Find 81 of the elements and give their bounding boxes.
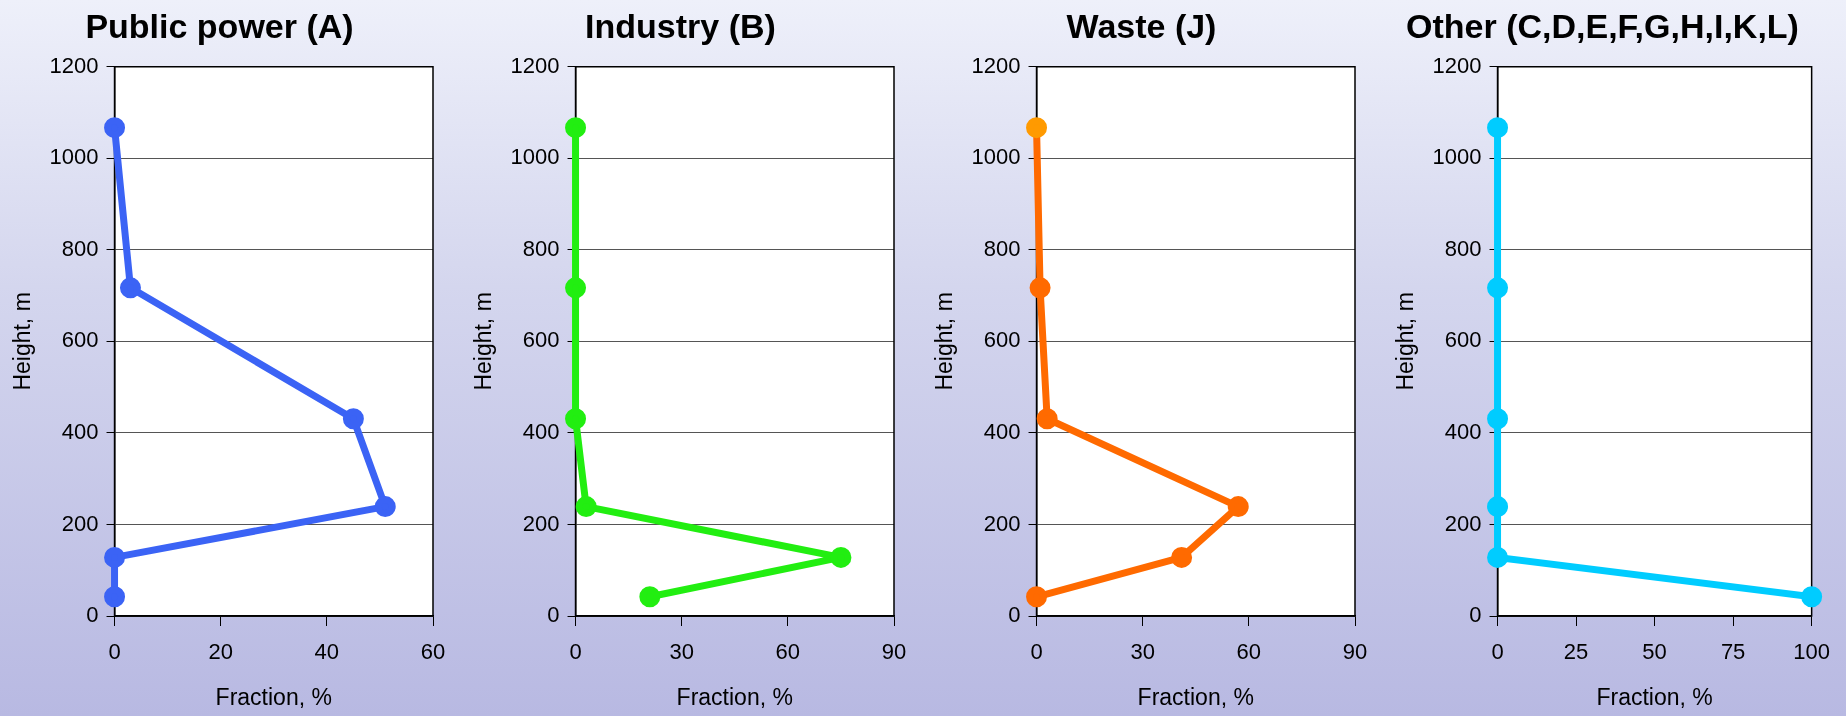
y-tick-label: 0 [1008, 602, 1021, 628]
chart-title: Waste (J) [1066, 6, 1217, 45]
point [565, 277, 587, 299]
x-tick-label: 90 [1342, 639, 1368, 665]
y-tick-label: 800 [61, 235, 99, 261]
y-tick-label: 200 [522, 510, 560, 536]
y-tick-label: 400 [1444, 419, 1482, 444]
y-tick-label: 800 [983, 235, 1021, 261]
x-tick-label: 25 [1563, 639, 1589, 665]
point [104, 546, 126, 568]
y-tick-label: 1200 [1432, 52, 1482, 78]
y-tick-label: 1000 [1432, 144, 1482, 170]
point [1029, 277, 1051, 299]
y-tick-label: 1000 [971, 144, 1021, 170]
y-tick-label: 0 [547, 602, 560, 628]
x-axis-title: Fraction, % [676, 683, 793, 710]
y-tick-label: 600 [522, 327, 560, 353]
y-tick-label: 400 [522, 419, 560, 444]
point [1487, 277, 1509, 299]
x-tick-label: 60 [420, 639, 446, 665]
point [575, 496, 597, 518]
y-tick-label: 200 [61, 510, 99, 536]
x-tick-label: 30 [669, 639, 694, 665]
y-tick-label: 200 [1444, 510, 1482, 536]
point [1171, 546, 1193, 568]
y-tick-label: 1200 [510, 52, 560, 78]
point [830, 546, 852, 568]
chart-title: Other (C,D,E,F,G,H,I,K,L) [1406, 6, 1799, 45]
point [565, 408, 587, 430]
point [639, 586, 661, 608]
y-tick-label: 0 [1469, 602, 1482, 628]
y-tick-label: 1200 [49, 52, 99, 78]
point [1801, 586, 1823, 608]
y-tick-label: 400 [61, 419, 99, 444]
x-tick-label: 90 [881, 639, 907, 665]
x-tick-label: 0 [1030, 639, 1043, 665]
point [1487, 117, 1509, 139]
chart-title: Industry (B) [585, 6, 776, 45]
y-axis-title: Height, m [931, 292, 958, 391]
point [1487, 546, 1509, 568]
y-tick-label: 0 [86, 602, 99, 628]
chart-title: Public power (A) [85, 6, 354, 45]
point [342, 408, 364, 430]
x-tick-label: 100 [1793, 639, 1831, 665]
y-tick-label: 600 [983, 327, 1021, 353]
point [1227, 496, 1249, 518]
point [1026, 586, 1048, 608]
x-axis-title: Fraction, % [1137, 683, 1254, 710]
y-tick-label: 600 [61, 327, 99, 353]
x-tick-label: 60 [775, 639, 801, 665]
y-tick-label: 1000 [510, 144, 560, 170]
x-tick-label: 75 [1720, 639, 1746, 665]
y-tick-label: 200 [983, 510, 1021, 536]
x-tick-label: 60 [1236, 639, 1262, 665]
y-tick-label: 1000 [49, 144, 99, 170]
x-tick-label: 0 [569, 639, 582, 665]
y-axis-title: Height, m [1392, 292, 1419, 391]
x-axis-title: Fraction, % [1596, 683, 1713, 710]
x-tick-label: 40 [314, 639, 340, 665]
x-tick-label: 0 [108, 639, 121, 665]
point [1036, 408, 1058, 430]
y-axis-title: Height, m [470, 292, 497, 391]
x-axis-title: Fraction, % [215, 683, 332, 710]
y-tick-label: 800 [522, 235, 560, 261]
x-tick-label: 0 [1491, 639, 1504, 665]
point [104, 586, 126, 608]
point [374, 496, 396, 518]
point [104, 117, 126, 139]
point [565, 117, 587, 139]
point [1487, 496, 1509, 518]
y-tick-label: 1200 [971, 52, 1021, 78]
x-tick-label: 20 [208, 639, 233, 665]
y-tick-label: 800 [1444, 235, 1482, 261]
point [1026, 117, 1048, 139]
y-tick-label: 600 [1444, 327, 1482, 353]
point [119, 277, 141, 299]
point [1487, 408, 1509, 430]
y-axis-title: Height, m [9, 292, 36, 391]
x-tick-label: 50 [1642, 639, 1667, 665]
y-tick-label: 400 [983, 419, 1021, 444]
x-tick-label: 30 [1130, 639, 1155, 665]
